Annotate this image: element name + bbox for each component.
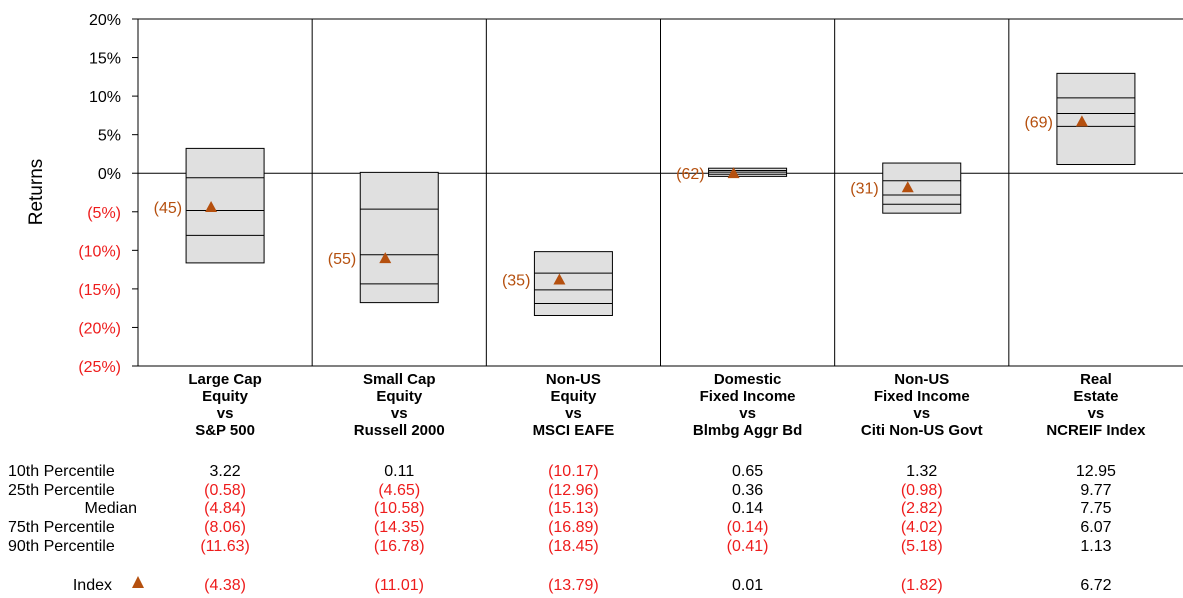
index-cell: (13.79) <box>548 577 599 594</box>
y-tick-label: (5%) <box>87 205 121 222</box>
category-label: Non-US <box>894 371 949 388</box>
index-cell: (4.38) <box>204 577 246 594</box>
table-cell: (0.98) <box>901 482 943 499</box>
category-label: Estate <box>1073 388 1118 405</box>
table-cell: 0.11 <box>384 463 414 480</box>
category-label: Small Cap <box>363 371 436 388</box>
table-cell: (15.13) <box>548 500 599 517</box>
rank-label: (45) <box>154 200 182 217</box>
category-label: vs <box>391 405 408 422</box>
percentile-box <box>883 163 961 213</box>
index-legend-marker <box>132 576 144 588</box>
category-label: MSCI EAFE <box>533 422 615 439</box>
percentile-box <box>534 252 612 316</box>
index-cell: (1.82) <box>901 577 943 594</box>
table-cell: (4.65) <box>378 482 420 499</box>
table-cell: 9.77 <box>1080 482 1111 499</box>
table-cell: (18.45) <box>548 538 599 555</box>
table-cell: (10.17) <box>548 463 599 480</box>
category-label: vs <box>739 405 756 422</box>
table-cell: 6.07 <box>1080 519 1111 536</box>
y-tick-label: 15% <box>89 51 121 68</box>
table-cell: 1.32 <box>906 463 937 480</box>
y-tick-label: 0% <box>98 166 121 183</box>
percentile-row-label: Median <box>85 500 137 517</box>
table-cell: 7.75 <box>1080 500 1111 517</box>
table-cell: (0.58) <box>204 482 246 499</box>
rank-label: (69) <box>1024 114 1052 131</box>
y-tick-label: (25%) <box>78 359 121 376</box>
category-label: Large Cap <box>188 371 261 388</box>
category-label: Equity <box>202 388 248 405</box>
category-label: vs <box>217 405 234 422</box>
index-cell: 6.72 <box>1080 577 1111 594</box>
percentile-row-label: 10th Percentile <box>8 463 115 480</box>
category-label: Domestic <box>714 371 782 388</box>
table-cell: 3.22 <box>210 463 241 480</box>
y-axis-title: Returns <box>26 159 47 226</box>
percentile-row-label: 75th Percentile <box>8 519 115 536</box>
percentile-row-label: 90th Percentile <box>8 538 115 555</box>
table-cell: 0.36 <box>732 482 763 499</box>
rank-label: (31) <box>850 180 878 197</box>
table-cell: (4.02) <box>901 519 943 536</box>
percentile-box <box>1057 73 1135 164</box>
category-label: Russell 2000 <box>354 422 445 439</box>
table-cell: (4.84) <box>204 500 246 517</box>
table-cell: (16.89) <box>548 519 599 536</box>
category-label: Fixed Income <box>874 388 970 405</box>
category-label: vs <box>565 405 582 422</box>
table-cell: (11.63) <box>200 538 250 555</box>
rank-label: (62) <box>676 166 704 183</box>
y-tick-label: (10%) <box>78 243 121 260</box>
rank-label: (35) <box>502 273 530 290</box>
table-cell: 0.65 <box>732 463 763 480</box>
category-label: Equity <box>550 388 596 405</box>
y-tick-label: (20%) <box>78 320 121 337</box>
table-cell: (5.18) <box>901 538 943 555</box>
table-cell: (0.41) <box>727 538 769 555</box>
table-cell: 0.14 <box>732 500 763 517</box>
category-label: S&P 500 <box>195 422 255 439</box>
table-cell: (2.82) <box>901 500 943 517</box>
index-cell: 0.01 <box>732 577 763 594</box>
table-cell: (0.14) <box>727 519 769 536</box>
table-cell: 12.95 <box>1076 463 1116 480</box>
category-label: Non-US <box>546 371 601 388</box>
percentile-box <box>360 172 438 302</box>
category-label: vs <box>913 405 930 422</box>
category-label: Real <box>1080 371 1112 388</box>
y-tick-label: 10% <box>89 89 121 106</box>
category-label: vs <box>1088 405 1105 422</box>
table-cell: (10.58) <box>374 500 425 517</box>
index-row-label: Index <box>73 577 112 594</box>
y-tick-label: 20% <box>89 12 121 29</box>
category-label: NCREIF Index <box>1046 422 1146 439</box>
category-label: Blmbg Aggr Bd <box>693 422 802 439</box>
table-cell: 1.13 <box>1080 538 1111 555</box>
y-tick-label: (15%) <box>78 282 121 299</box>
percentile-box <box>186 148 264 263</box>
category-label: Fixed Income <box>700 388 796 405</box>
table-cell: (8.06) <box>204 519 246 536</box>
index-cell: (11.01) <box>374 577 424 594</box>
percentile-row-label: 25th Percentile <box>8 482 115 499</box>
category-label: Citi Non-US Govt <box>861 422 983 439</box>
table-cell: (16.78) <box>374 538 425 555</box>
y-tick-label: 5% <box>98 128 121 145</box>
category-label: Equity <box>376 388 422 405</box>
rank-label: (55) <box>328 251 356 268</box>
table-cell: (14.35) <box>374 519 425 536</box>
table-cell: (12.96) <box>548 482 599 499</box>
